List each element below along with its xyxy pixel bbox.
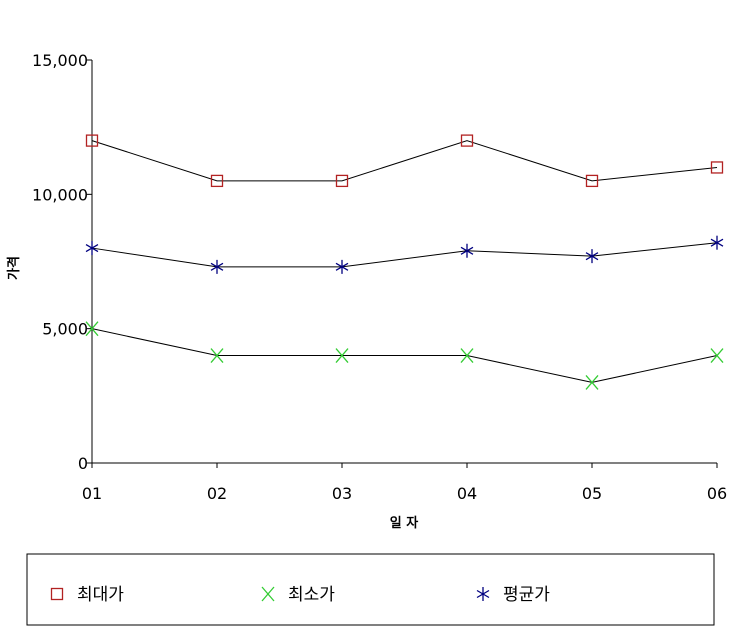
series-line [91,328,718,383]
legend-label: 최대가 [77,585,124,605]
data-point [85,241,99,256]
data-point [335,174,349,188]
legend-label: 평균가 [503,585,550,605]
y-tick-label: 15,000 [32,51,88,70]
legend: 최대가 최소가 평균가 [26,553,715,626]
y-axis-title: 가격 [7,256,22,280]
data-point [210,174,224,188]
data-point [460,134,474,147]
x-tick-label: 01 [82,484,102,503]
data-point [460,348,474,363]
data-point [210,348,224,363]
series-square [85,134,724,188]
data-point [585,374,599,390]
data-point [710,235,724,250]
legend-box [26,553,715,626]
data-point [85,134,99,147]
data-point [585,249,599,264]
legend-marker [261,586,275,602]
ticks: 0 5,000 10,000 15,000 01 02 03 04 05 06 [32,51,727,503]
legend-marker [50,587,64,601]
data-point [210,259,224,274]
data-point [460,243,474,258]
x-axis-title: 일 자 [390,516,418,531]
y-tick-label: 0 [78,454,88,473]
legend-marker [476,587,490,601]
y-tick-label: 5,000 [42,320,88,339]
x-tick-label: 05 [582,484,602,503]
data-point [85,321,99,337]
x-tick-label: 03 [332,484,352,503]
y-tick-label: 10,000 [32,185,88,204]
series-layer [85,134,724,390]
series-x [85,321,724,390]
data-point [710,348,724,363]
x-tick-label: 06 [707,484,727,503]
data-point [335,348,349,363]
data-point [710,161,724,174]
data-point [585,174,599,188]
axes [91,60,717,464]
series-line [91,140,718,182]
legend-label: 최소가 [288,585,335,605]
series-asterisk [85,235,724,274]
data-point [335,259,349,274]
x-tick-label: 04 [457,484,477,503]
series-line [91,242,718,268]
x-tick-label: 02 [207,484,227,503]
